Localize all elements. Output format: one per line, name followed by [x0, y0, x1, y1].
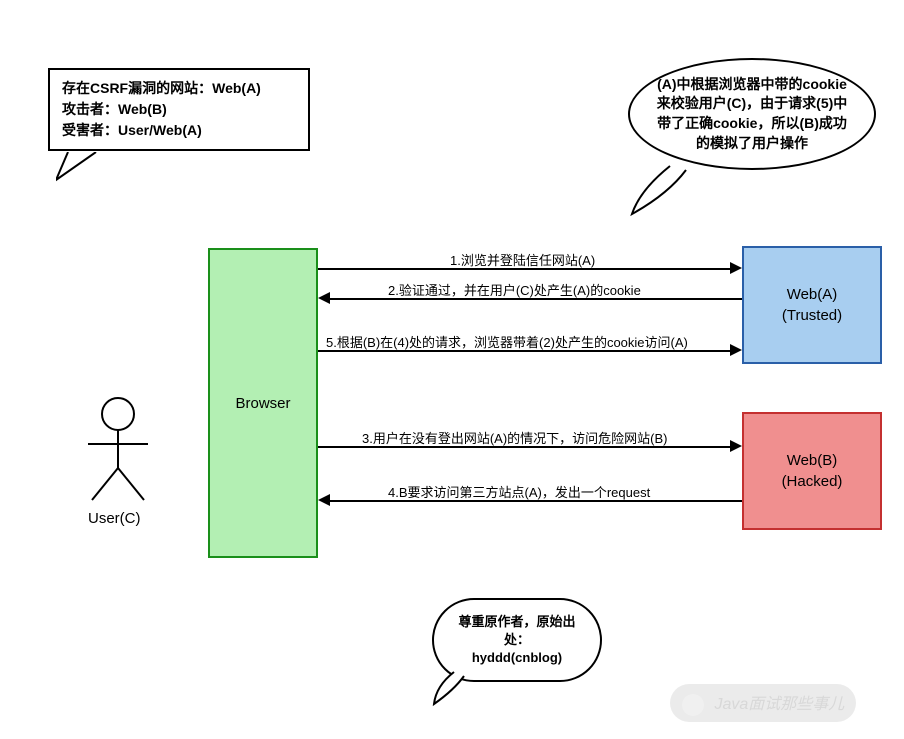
credit-line3: hyddd(cnblog): [446, 649, 588, 667]
explain-line2: 来校验用户(C)，由于请求(5)中: [648, 94, 856, 114]
legend-tail: [56, 152, 116, 192]
credit-line2: 处：: [446, 631, 588, 649]
arrow-3-head: [730, 440, 742, 452]
arrow-3-label: 3.用户在没有登出网站(A)的情况下，访问危险网站(B): [362, 428, 668, 447]
arrow-1-label: 1.浏览并登陆信任网站(A): [450, 250, 595, 269]
explain-bubble: (A)中根据浏览器中带的cookie 来校验用户(C)，由于请求(5)中 带了正…: [628, 58, 876, 170]
user-label: User(C): [88, 510, 141, 527]
arrow-4-label: 4.B要求访问第三方站点(A)，发出一个request: [388, 482, 650, 501]
browser-node: Browser: [208, 248, 318, 558]
credit-line1: 尊重原作者，原始出: [446, 613, 588, 631]
arrow-5-head: [730, 344, 742, 356]
explain-line4: 的模拟了用户操作: [648, 134, 856, 154]
legend-line3: 受害者：User/Web(A): [62, 120, 296, 141]
legend-box: 存在CSRF漏洞的网站：Web(A) 攻击者：Web(B) 受害者：User/W…: [48, 68, 310, 151]
web-a-line1: Web(A): [787, 284, 838, 305]
web-b-line2: (Hacked): [782, 471, 843, 492]
watermark: Java面试那些事儿: [670, 684, 856, 722]
web-b-line1: Web(B): [787, 450, 838, 471]
wechat-icon: [682, 694, 704, 716]
arrow-2-head: [318, 292, 330, 304]
web-b-node: Web(B) (Hacked): [742, 412, 882, 530]
explain-bubble-tail: [630, 160, 710, 220]
web-a-line2: (Trusted): [782, 305, 842, 326]
user-icon: [78, 396, 158, 506]
arrow-4-head: [318, 494, 330, 506]
legend-line1: 存在CSRF漏洞的网站：Web(A): [62, 78, 296, 99]
web-a-node: Web(A) (Trusted): [742, 246, 882, 364]
legend-line2: 攻击者：Web(B): [62, 99, 296, 120]
explain-line3: 带了正确cookie，所以(B)成功: [648, 114, 856, 134]
arrow-5-label: 5.根据(B)在(4)处的请求，浏览器带着(2)处产生的cookie访问(A): [326, 332, 688, 351]
arrow-1-head: [730, 262, 742, 274]
browser-label: Browser: [235, 393, 290, 414]
arrow-2-label: 2.验证通过，并在用户(C)处产生(A)的cookie: [388, 280, 641, 299]
explain-line1: (A)中根据浏览器中带的cookie: [648, 75, 856, 95]
watermark-text: Java面试那些事儿: [714, 696, 844, 713]
credit-tail: [432, 668, 472, 708]
